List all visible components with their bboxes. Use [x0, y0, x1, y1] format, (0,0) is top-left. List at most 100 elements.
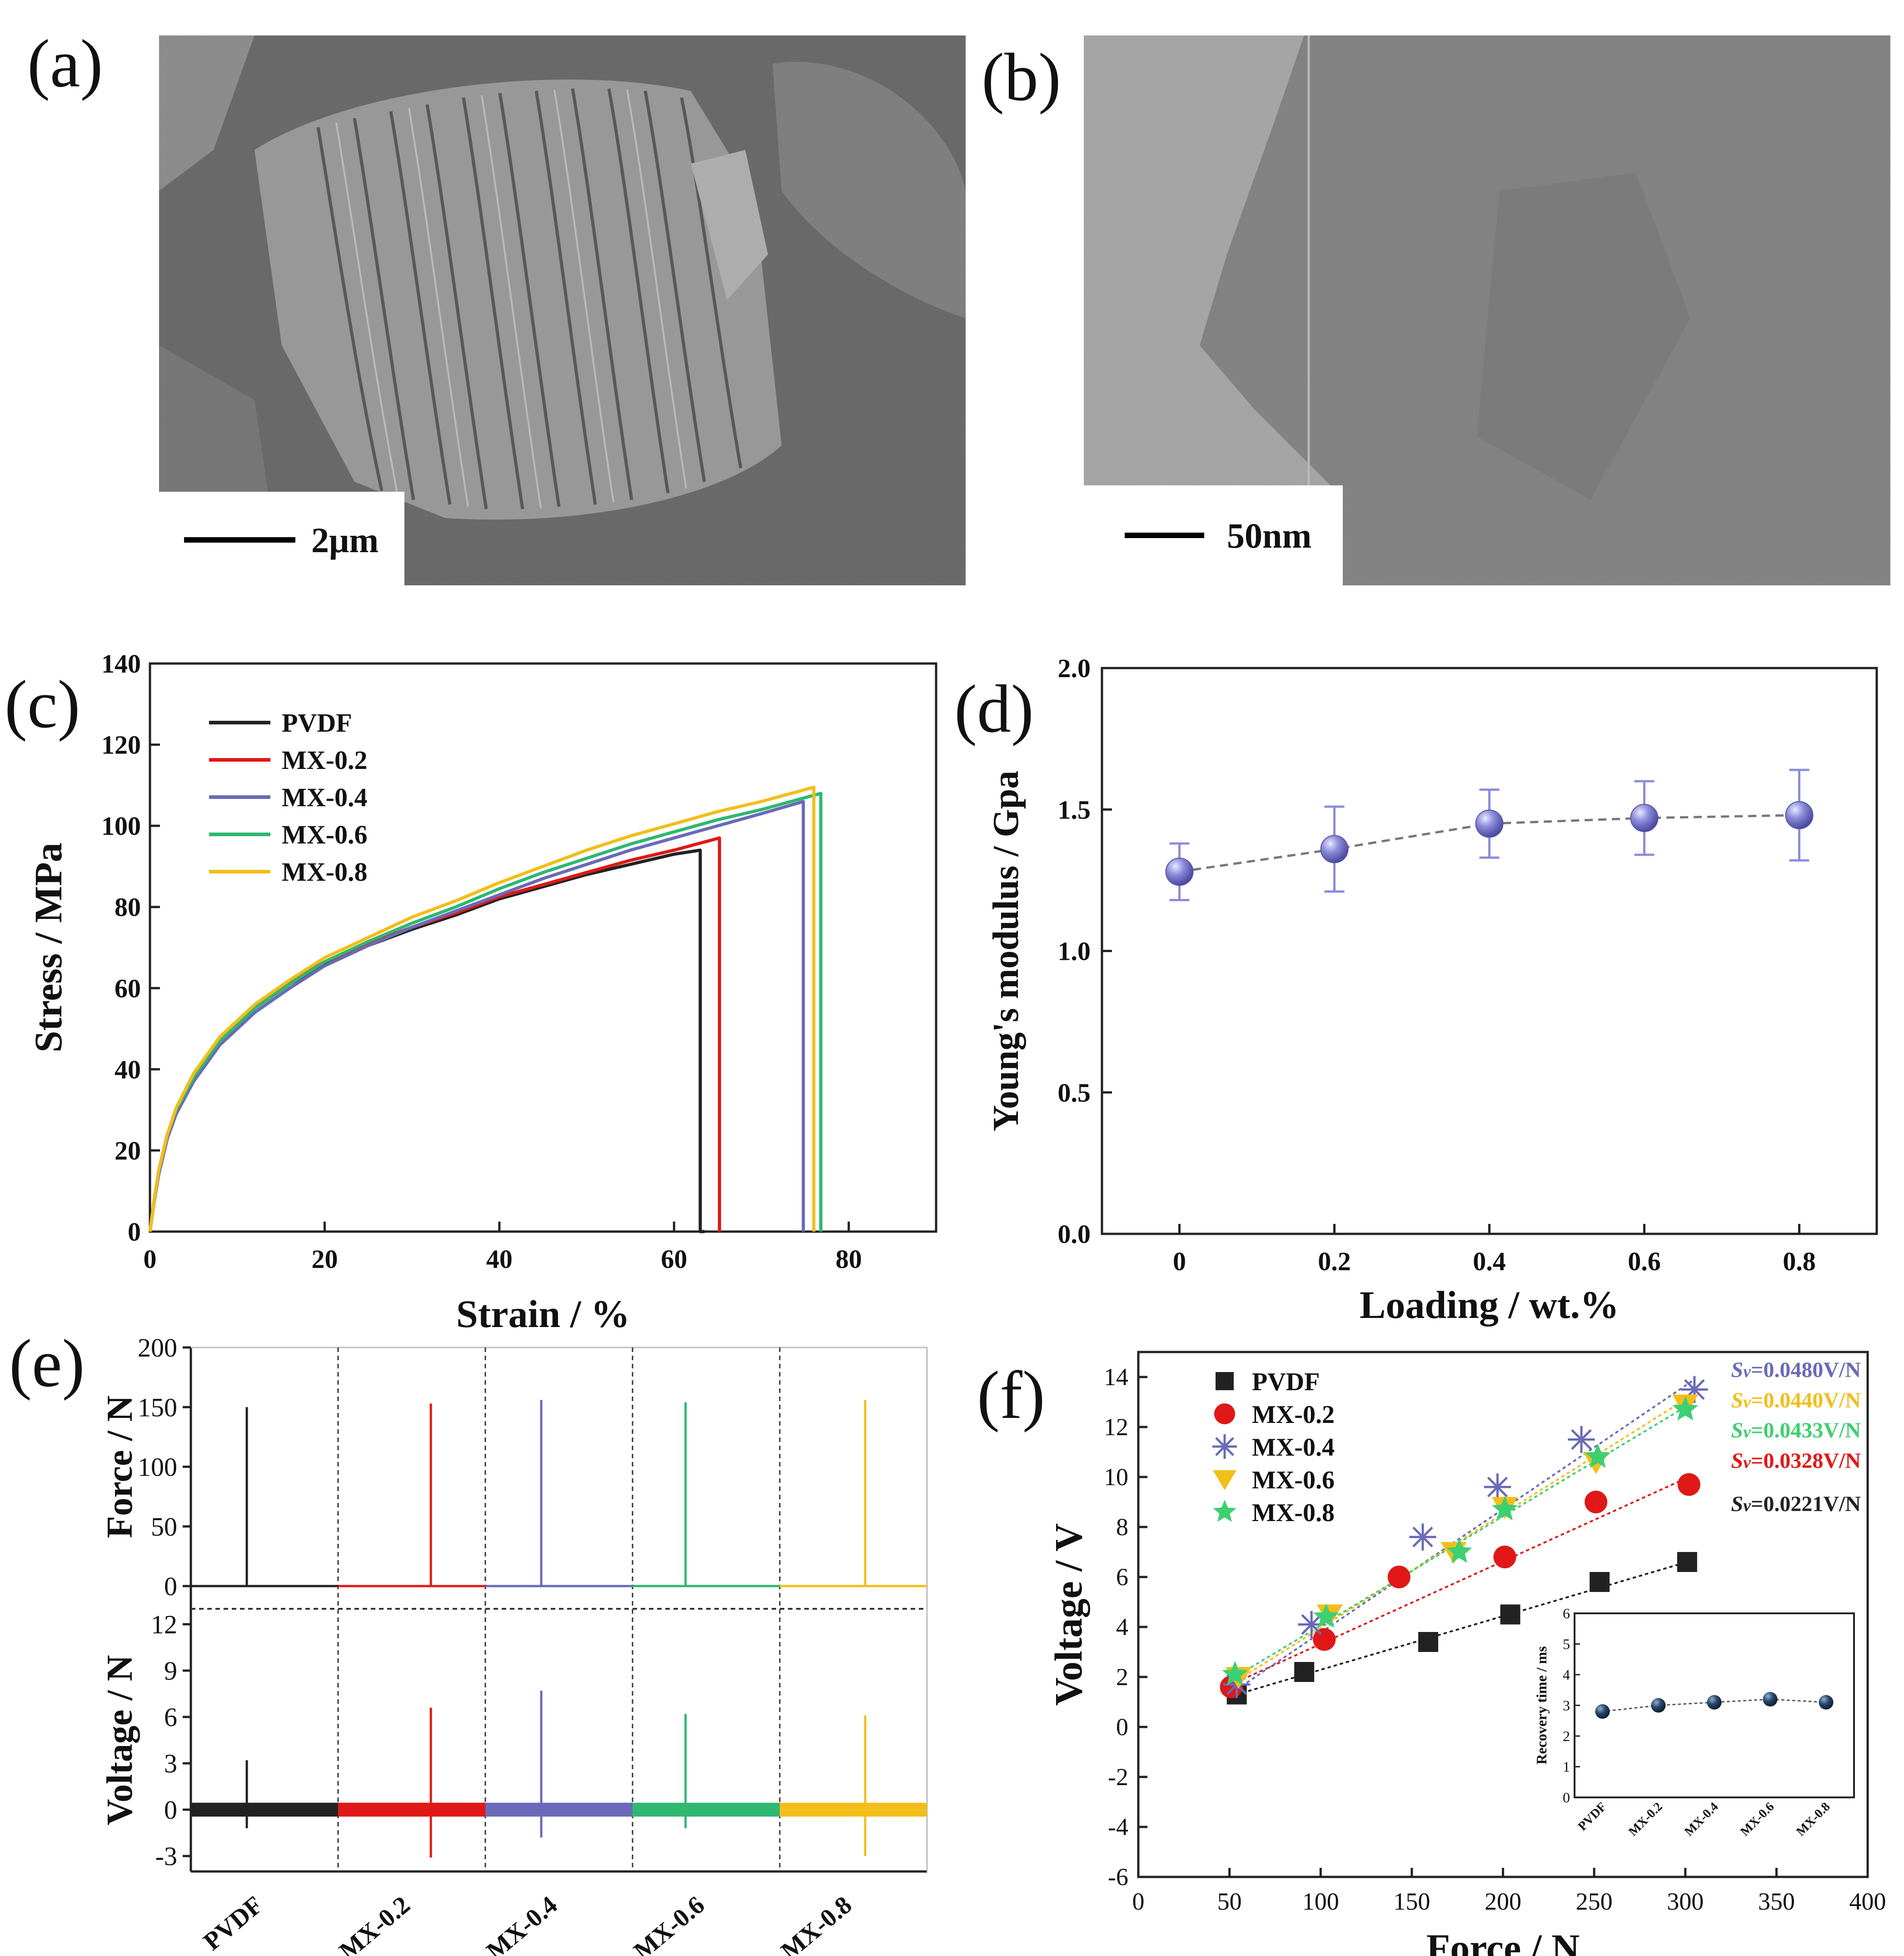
f-inset-y-tick-label: 6	[1563, 1605, 1570, 1622]
f-x-tick-label: 300	[1667, 1888, 1704, 1915]
d-y-tick-label: 1.0	[1058, 937, 1091, 966]
f-y-tick-label: -2	[1108, 1763, 1128, 1791]
panel-a-label: (a)	[27, 26, 103, 101]
e-force-y-tick-label: 100	[138, 1452, 177, 1482]
d-x-tick-label: 0.2	[1318, 1247, 1351, 1276]
e-voltage-axis-label: Voltage / N	[100, 1655, 140, 1826]
f-fit-line	[1230, 1476, 1690, 1686]
f-x-tick-label: 100	[1302, 1888, 1339, 1915]
c-y-tick-label: 40	[115, 1055, 141, 1084]
panel-f-label: (f)	[977, 1357, 1045, 1433]
d-y-tick-label: 1.5	[1058, 795, 1091, 824]
f-sensitivity-annotation: Sv=0.0433V/N	[1731, 1418, 1861, 1442]
f-y-tick-label: 10	[1104, 1463, 1128, 1491]
e-category-label: PVDF	[198, 1891, 268, 1956]
f-inset-category-label: MX-0.4	[1682, 1800, 1721, 1839]
d-x-tick-label: 0	[1173, 1247, 1186, 1276]
f-inset-trend-line	[1602, 1698, 1827, 1712]
e-voltage-y-tick-label: -3	[155, 1841, 177, 1871]
f-inset-category-label: MX-0.6	[1738, 1800, 1777, 1839]
f-marker-circle	[1313, 1628, 1336, 1651]
c-legend-label: MX-0.8	[282, 857, 367, 887]
d-data-point	[1320, 835, 1349, 863]
f-inset-data-point	[1707, 1695, 1722, 1710]
f-marker-star	[1492, 1496, 1518, 1521]
c-x-tick-label: 80	[836, 1244, 862, 1274]
panel-c-label: (c)	[5, 667, 80, 742]
f-legend-label: MX-0.8	[1252, 1499, 1335, 1527]
f-sensitivity-annotation: Sv=0.0328V/N	[1731, 1449, 1861, 1473]
f-marker-asterisk	[1484, 1473, 1511, 1501]
f-marker-asterisk	[1212, 1434, 1237, 1459]
c-series-line-pvdf	[148, 848, 705, 1233]
f-y-tick-label: 12	[1104, 1413, 1128, 1441]
panel-d: (d) 0 0.2 0.4 0.6 0.8 0.0 0.5 1.0 1.5 2.0 Loading …	[954, 654, 1878, 1327]
f-marker-asterisk	[1568, 1426, 1595, 1453]
panel-a: (a)	[27, 26, 966, 585]
f-inset-y-tick-label: 2	[1563, 1728, 1570, 1744]
c-series-line-mx-08	[148, 785, 816, 1232]
f-inset-data-point	[1651, 1698, 1666, 1713]
f-inset-y-tick-label: 5	[1563, 1636, 1570, 1652]
panel-f: (f) 0 50 100 150 200 250 300 350 400-6-4-2024681…	[977, 1351, 1886, 1956]
c-x-tick-label: 0	[144, 1244, 157, 1274]
f-marker-asterisk-stroke	[1571, 1429, 1592, 1450]
d-y-tick-label: 0.5	[1058, 1078, 1091, 1108]
f-marker-star	[1446, 1538, 1472, 1563]
f-inset-data-point	[1595, 1704, 1610, 1719]
e-force-axis-label: Force / N	[100, 1396, 140, 1538]
f-marker-star	[1672, 1396, 1698, 1421]
d-x-tick-label: 0.4	[1473, 1247, 1506, 1276]
f-inset-category-label: MX-0.8	[1794, 1800, 1833, 1839]
e-voltage-y-tick-label: 9	[164, 1656, 177, 1686]
f-marker-asterisk-stroke	[1412, 1527, 1433, 1547]
e-force-y-tick-label: 200	[138, 1333, 177, 1362]
c-legend-label: PVDF	[282, 708, 352, 738]
panel-b-label: (b)	[982, 40, 1061, 115]
e-voltage-y-tick-label: 0	[164, 1795, 177, 1825]
c-legend-label: MX-0.6	[282, 820, 367, 849]
c-y-tick-label: 60	[115, 973, 141, 1003]
f-x-tick-label: 400	[1849, 1888, 1886, 1915]
c-y-tick-label: 80	[115, 893, 141, 922]
c-plot-frame	[149, 662, 937, 1233]
f-x-tick-label: 150	[1393, 1888, 1430, 1915]
d-data-point	[1630, 803, 1659, 832]
f-marker-asterisk	[1409, 1523, 1436, 1551]
f-inset-category-label: MX-0.2	[1626, 1800, 1665, 1839]
f-y-tick-label: 2	[1116, 1663, 1128, 1691]
f-marker-square	[1216, 1372, 1234, 1390]
e-voltage-y-tick-label: 6	[164, 1702, 177, 1732]
f-x-tick-label: 250	[1576, 1888, 1613, 1915]
c-y-tick-label: 140	[101, 649, 141, 679]
e-voltage-band	[633, 1802, 780, 1817]
c-y-axis-label: Stress / MPa	[26, 843, 70, 1053]
panel-e-label: (e)	[9, 1326, 85, 1401]
panel-c: (c) 0 20 40 60 80 0 20 40 60 80 100 120 140 Strain / …	[5, 649, 937, 1336]
f-legend-label: MX-0.4	[1252, 1433, 1335, 1462]
c-legend-label: MX-0.4	[282, 783, 367, 812]
f-x-tick-label: 200	[1485, 1888, 1521, 1915]
f-marker-circle	[1214, 1403, 1235, 1424]
d-y-tick-label: 0.0	[1058, 1219, 1091, 1249]
e-category-label: MX-0.6	[628, 1891, 710, 1956]
f-marker-asterisk-stroke	[1301, 1614, 1322, 1635]
f-x-tick-label: 50	[1217, 1888, 1242, 1915]
f-sensitivity-annotation: Sv=0.0480V/N	[1731, 1358, 1861, 1382]
f-inset-y-tick-label: 1	[1563, 1759, 1570, 1775]
c-y-tick-label: 0	[128, 1217, 141, 1247]
e-force-y-tick-label: 0	[164, 1572, 177, 1601]
f-legend-label: MX-0.2	[1252, 1401, 1335, 1429]
f-y-tick-label: 4	[1116, 1613, 1128, 1641]
f-marker-square	[1294, 1662, 1315, 1682]
e-voltage-band	[191, 1802, 338, 1817]
f-inset-data-point	[1763, 1692, 1778, 1707]
d-y-axis-label: Young's modulus / Gpa	[986, 771, 1026, 1132]
f-marker-triangle	[1213, 1470, 1236, 1490]
f-marker-asterisk	[1298, 1611, 1325, 1638]
f-y-tick-label: 0	[1116, 1713, 1128, 1741]
panel-e: (e) 0 50 100 150 200 -3 0 3 6 9 12 Force / N Voltage…	[9, 1326, 928, 1956]
f-y-tick-label: -4	[1108, 1813, 1128, 1841]
f-marker-square	[1590, 1572, 1610, 1592]
